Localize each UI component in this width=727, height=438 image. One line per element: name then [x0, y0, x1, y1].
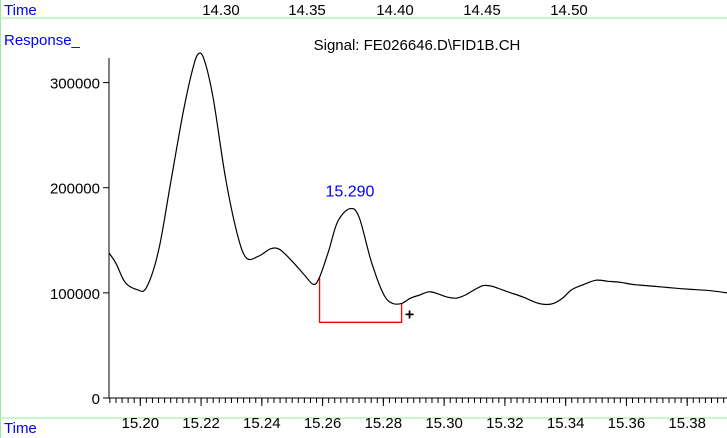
x-tick-label: 15.20 [122, 415, 160, 432]
bottom-time-label: Time [4, 420, 37, 437]
x-tick-label: 15.22 [182, 415, 220, 432]
integration-baseline [320, 277, 402, 322]
top-tick-label: 14.45 [463, 2, 501, 19]
x-tick-label: 15.36 [608, 415, 646, 432]
trace-group [109, 53, 727, 304]
top-time-label: Time [4, 2, 37, 19]
y-tick-label: 0 [92, 391, 100, 408]
y-tick-label: 200000 [50, 181, 100, 198]
x-tick-label: 15.28 [365, 415, 403, 432]
y-tick-label: 100000 [50, 286, 100, 303]
top-tick-label: 14.30 [202, 2, 240, 19]
x-tick-label: 15.38 [668, 415, 706, 432]
x-tick-label: 15.24 [243, 415, 281, 432]
top-tick-label: 14.50 [550, 2, 588, 19]
x-tick-label: 15.34 [547, 415, 585, 432]
signal-trace [109, 53, 727, 304]
y-tick-label: 300000 [50, 76, 100, 93]
cursor-marker: + [405, 306, 414, 323]
signal-title: Signal: FE026646.D\FID1B.CH [314, 37, 521, 54]
integration-baseline-group [320, 277, 402, 322]
annotations-group: 15.290 + [325, 184, 414, 324]
peak-label: 15.290 [325, 184, 374, 201]
top-time-axis: 14.30 14.35 14.40 14.45 14.50 [202, 2, 588, 19]
x-tick-label: 15.32 [486, 415, 524, 432]
axes-group: 0 100000 200000 300000 15.20 15.22 15.24 15.26 1… [50, 58, 727, 432]
x-tick-label: 15.30 [425, 415, 463, 432]
x-tick-label: 15.26 [304, 415, 342, 432]
top-tick-label: 14.35 [288, 2, 326, 19]
response-label: Response_ [4, 32, 81, 49]
top-tick-label: 14.40 [376, 2, 414, 19]
